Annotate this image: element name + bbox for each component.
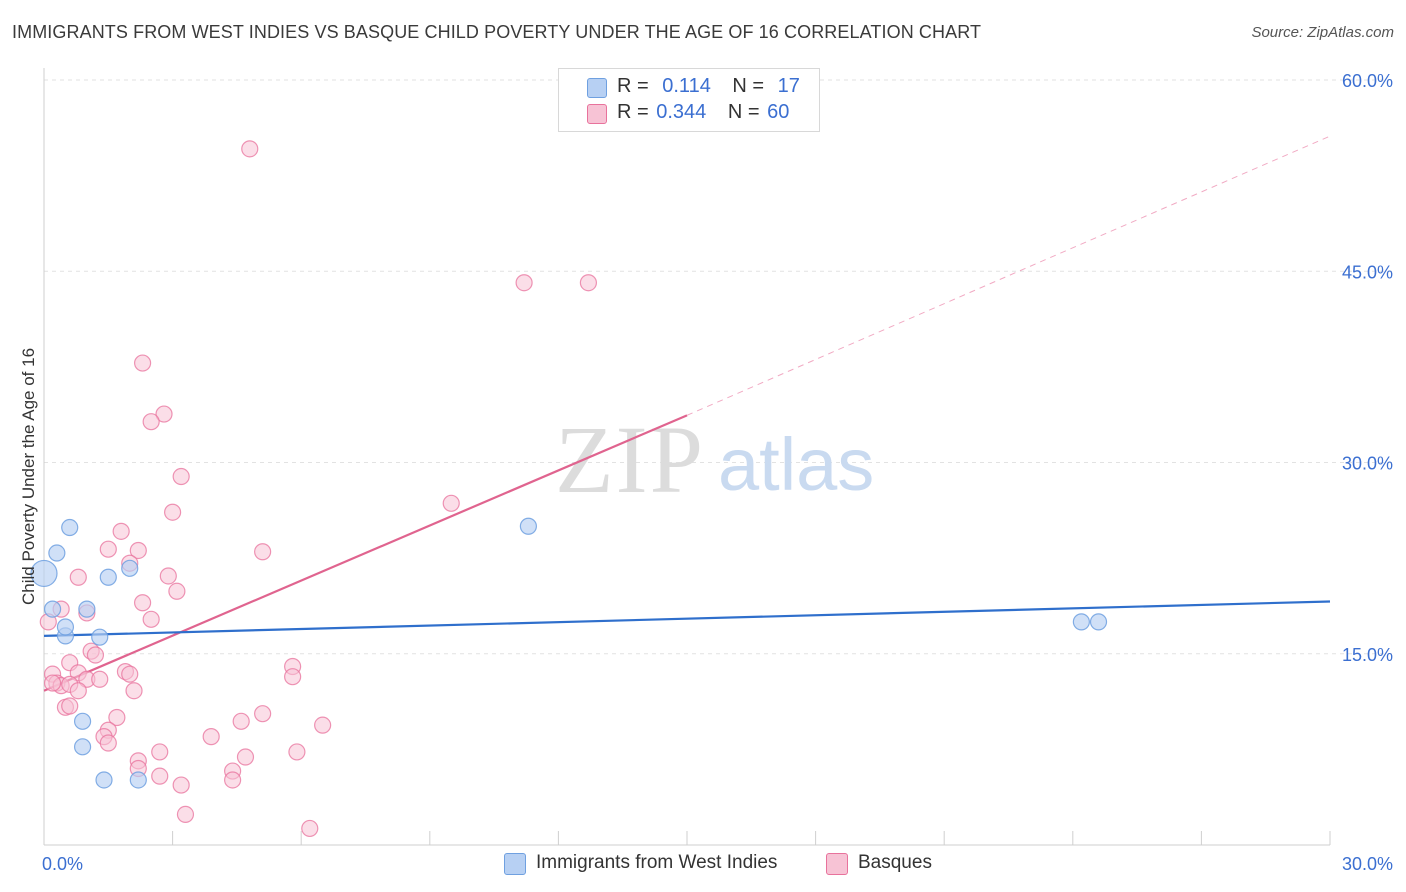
data-point-basques (151, 743, 169, 761)
data-point-west-indies (99, 568, 117, 586)
legend-r-label: R = (617, 101, 649, 123)
data-point-basques (121, 665, 139, 683)
stats-legend: R = 0.114 N = 17 R = 0.344 N = 60 (558, 68, 820, 132)
data-point-basques (91, 670, 109, 688)
data-point-basques (314, 716, 332, 734)
y-tick-label: 45.0% (1342, 262, 1393, 282)
data-point-basques (69, 682, 87, 700)
data-point-basques (442, 494, 460, 512)
watermark-atlas: atlas (718, 423, 874, 506)
legend-r-value: 0.114 (662, 75, 711, 97)
data-point-west-indies (1072, 613, 1090, 631)
source-label: Source: ZipAtlas.com (1251, 24, 1394, 41)
data-point-west-indies (48, 544, 66, 562)
legend-n-value: 17 (777, 75, 800, 97)
data-point-basques (142, 610, 160, 628)
data-point-basques (241, 140, 259, 158)
data-point-west-indies (95, 771, 113, 789)
legend-n-label: N = (727, 101, 760, 123)
data-point-west-indies (73, 738, 92, 756)
bottom-legend-swatch-pink (826, 853, 848, 875)
data-point-west-indies (519, 517, 537, 535)
data-point-west-indies (56, 618, 75, 636)
data-point-basques (99, 734, 117, 752)
data-point-basques (515, 274, 533, 292)
data-point-basques (172, 776, 190, 794)
data-point-basques (86, 646, 105, 664)
legend-r-label: R = (617, 75, 649, 97)
y-tick-label: 30.0% (1342, 454, 1393, 474)
data-point-basques (254, 543, 272, 561)
data-point-west-indies (78, 600, 96, 618)
data-point-basques (108, 708, 126, 727)
y-tick-label: 15.0% (1342, 645, 1393, 665)
legend-swatch-blue (587, 78, 607, 98)
legend-n-label: N = (732, 75, 765, 97)
data-point-west-indies (91, 628, 109, 646)
x-tick-label: 0.0% (42, 854, 83, 874)
watermark-zip: ZIP (555, 406, 705, 513)
data-point-basques (43, 674, 62, 692)
trend-lines (43, 135, 1331, 692)
data-point-basques (301, 819, 319, 838)
data-point-basques (133, 354, 152, 372)
data-point-basques (61, 697, 79, 715)
data-point-basques (164, 503, 182, 521)
data-point-basques (288, 743, 306, 761)
data-point-west-indies (1089, 613, 1108, 631)
watermark: ZIP atlas (555, 406, 874, 513)
data-point-west-indies (73, 712, 92, 730)
trend-line-basques-extension (686, 135, 1331, 416)
trend-line-west-indies (43, 600, 1331, 637)
chart-title: IMMIGRANTS FROM WEST INDIES VS BASQUE CH… (12, 22, 982, 42)
data-point-basques (254, 705, 272, 723)
data-point-basques (155, 405, 173, 423)
data-point-basques (176, 805, 195, 824)
data-point-basques (224, 771, 242, 789)
data-point-basques (172, 467, 190, 486)
bottom-legend-label: Immigrants from West Indies (536, 852, 778, 873)
y-axis-label: Child Poverty Under the Age of 16 (19, 347, 38, 605)
data-point-basques (232, 712, 250, 730)
data-point-west-indies (129, 771, 147, 789)
data-point-basques (112, 522, 130, 540)
grid-lines (44, 79, 1392, 655)
data-point-basques (99, 540, 117, 558)
data-point-west-indies (30, 559, 58, 588)
y-tick-label: 60.0% (1342, 71, 1393, 91)
data-point-basques (151, 767, 169, 785)
data-point-basques (129, 541, 147, 560)
bottom-legend-label: Basques (858, 852, 932, 873)
data-point-west-indies (121, 559, 139, 577)
trend-line-basques (43, 414, 688, 692)
legend-n-value: 60 (767, 101, 790, 123)
data-points (30, 140, 1108, 838)
data-point-basques (159, 567, 177, 585)
data-point-west-indies (61, 518, 79, 537)
data-point-basques (168, 582, 186, 600)
data-point-basques (133, 594, 152, 612)
data-point-basques (284, 668, 302, 686)
x-tick-label: 30.0% (1342, 854, 1393, 874)
data-point-basques (69, 568, 87, 586)
data-point-basques (142, 413, 160, 431)
data-point-basques (579, 274, 598, 292)
axes (43, 68, 1331, 846)
data-point-basques (236, 748, 255, 766)
data-point-west-indies (43, 600, 62, 618)
legend-swatch-pink (587, 104, 607, 124)
data-point-basques (202, 728, 220, 746)
legend-r-value: 0.344 (656, 101, 707, 123)
data-point-basques (125, 682, 143, 700)
tick-labels: 15.0% 30.0% 45.0% 60.0% 0.0% 30.0% (42, 71, 1393, 874)
bottom-legend-swatch-blue (504, 853, 526, 875)
